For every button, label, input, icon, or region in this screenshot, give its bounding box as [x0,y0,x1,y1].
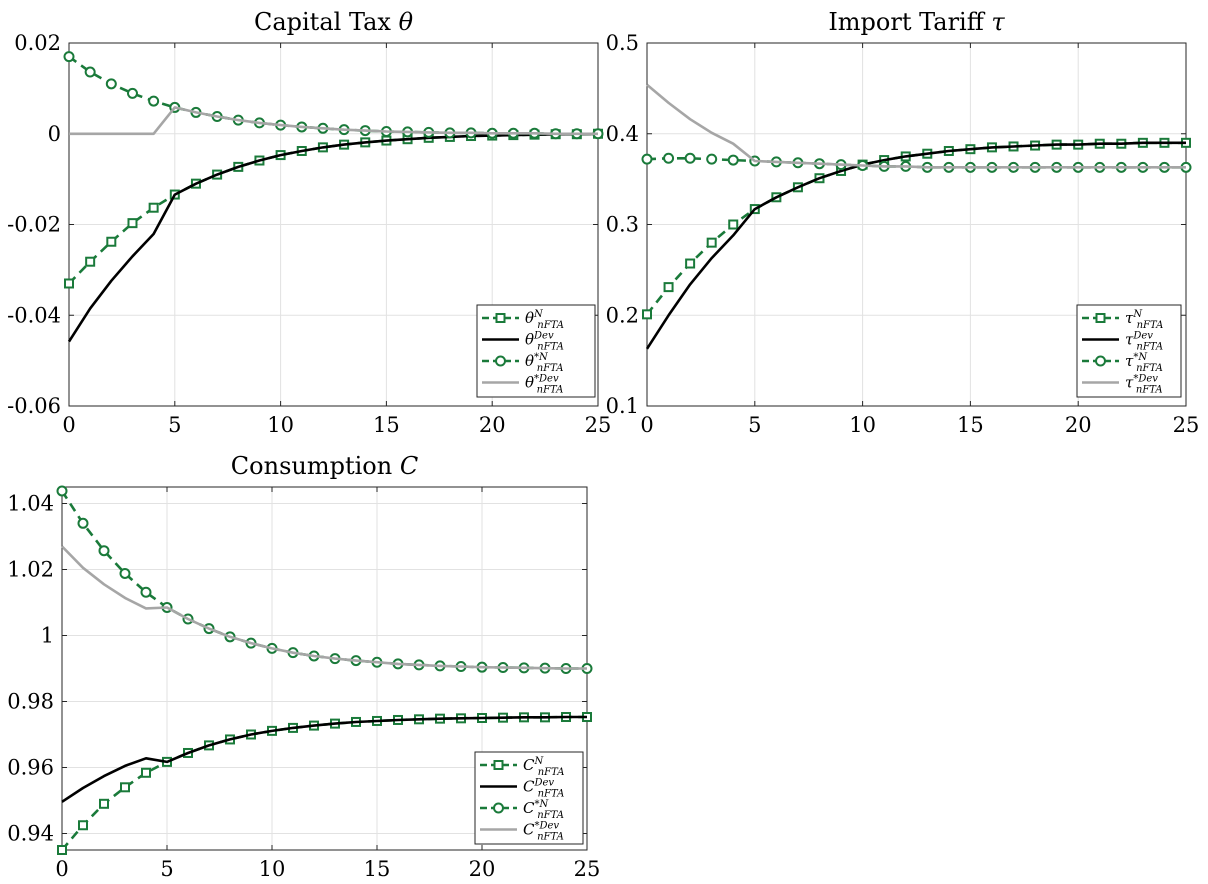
legend-marker-circle [1095,355,1106,367]
data-point-circle [148,95,160,107]
legend-marker-square [493,760,504,770]
y-tick-label: 0.2 [606,303,639,327]
legend-label-1: CN nFTA [523,756,564,778]
data-point-square [685,258,696,269]
y-tick-label: 0.1 [606,394,639,418]
data-point-square [64,278,74,289]
data-point-circle [98,545,110,557]
x-tick-label: 25 [574,857,601,881]
data-point-square [642,309,652,320]
data-point-circle [77,517,89,529]
y-tick-label: -0.04 [7,303,61,327]
x-tick-label: 20 [479,413,506,437]
x-tick-label: 15 [373,413,400,437]
x-tick-label: 5 [748,413,761,437]
x-tick-label: 0 [55,857,68,881]
data-point-circle [140,586,152,598]
data-point-circle [706,153,718,165]
y-tick-label: 0.5 [606,31,639,55]
legend-label-3: τ*N nFTA [1125,352,1163,374]
y-tick-label: 0.02 [14,31,61,55]
y-tick-label: 0.3 [606,213,639,237]
series-line-4 [61,545,587,670]
y-tick-label: 0 [48,122,61,146]
chart-panel-1: Capital Tax θ 0 5 10 15 20 25 -0.06 -0.04 -0.02 0 0… [7,8,611,437]
data-point-square [85,256,96,267]
chart-title: Import Tariff τ [828,8,1005,36]
legend-marker-circle [493,802,504,814]
legend-label-2: CDev nFTA [523,778,564,800]
data-point-square [141,767,151,778]
x-tick-label: 10 [267,413,294,437]
data-point-square [127,218,138,229]
legend-marker-square [1095,313,1106,323]
x-tick-label: 15 [957,413,984,437]
x-tick-label: 10 [259,857,286,881]
x-tick-label: 25 [1173,413,1200,437]
x-tick-label: 0 [62,413,75,437]
legend-label-4: τ*Dev nFTA [1125,374,1163,396]
x-tick-label: 10 [849,413,876,437]
legend-label-3: C*N nFTA [523,799,564,821]
y-tick-label: -0.06 [7,394,61,418]
data-point-circle [126,87,138,99]
legend-label-4: θ*Dev nFTA [525,374,563,396]
y-tick-label: 0.94 [7,822,54,846]
data-point-square [728,219,739,230]
data-point-square [120,782,130,793]
legend-label-2: τDev nFTA [1125,331,1163,353]
y-tick-label: -0.02 [7,213,61,237]
legend-marker-square [495,313,506,323]
data-point-circle [641,153,653,165]
series-line-4 [69,106,598,136]
legend-label-3: θ*N nFTA [525,352,564,374]
data-point-square [706,237,717,248]
data-point-circle [727,154,739,166]
y-tick-label: 1.02 [7,558,54,582]
data-point-circle [119,567,131,579]
data-point-square [663,282,674,293]
y-tick-label: 0.98 [7,690,54,714]
data-point-circle [63,51,75,63]
y-tick-label: 0.4 [606,122,639,146]
legend-label-1: τN nFTA [1125,309,1163,331]
legend-label-1: θN nFTA [525,309,564,331]
data-point-circle [56,485,68,497]
x-tick-label: 5 [168,413,181,437]
data-point-square [78,820,88,831]
data-point-square [57,845,67,855]
chart-title: Consumption C [231,452,418,480]
series-line-2 [61,715,587,803]
data-point-circle [84,66,96,78]
y-tick-label: 1.04 [7,492,54,516]
x-tick-label: 20 [1065,413,1092,437]
x-tick-label: 15 [364,857,391,881]
chart-panel-2: Import Tariff τ 0 5 10 15 20 25 0.1 0.2 0.3 0.4 0.5… [606,8,1200,437]
data-point-square [106,236,117,247]
chart-panel-3: Consumption C 0 5 10 15 20 25 0.94 0.96 0.98 1 1.02… [7,452,600,881]
x-tick-label: 25 [585,413,612,437]
data-point-square [99,798,109,809]
legend-label-2: θDev nFTA [525,331,564,353]
y-tick-label: 1 [41,624,54,648]
data-point-circle [105,78,117,90]
data-point-circle [684,152,696,164]
legend-marker-circle [495,355,506,367]
series-line-2 [645,141,1186,350]
data-point-circle [663,152,675,164]
y-tick-label: 0.96 [7,756,54,780]
chart-title: Capital Tax θ [254,8,414,36]
legend-label-4: C*Dev nFTA [523,821,564,843]
x-tick-label: 20 [469,857,496,881]
x-tick-label: 0 [640,413,653,437]
series-line-4 [646,83,1186,169]
x-tick-label: 5 [160,857,173,881]
data-point-square [148,202,159,213]
